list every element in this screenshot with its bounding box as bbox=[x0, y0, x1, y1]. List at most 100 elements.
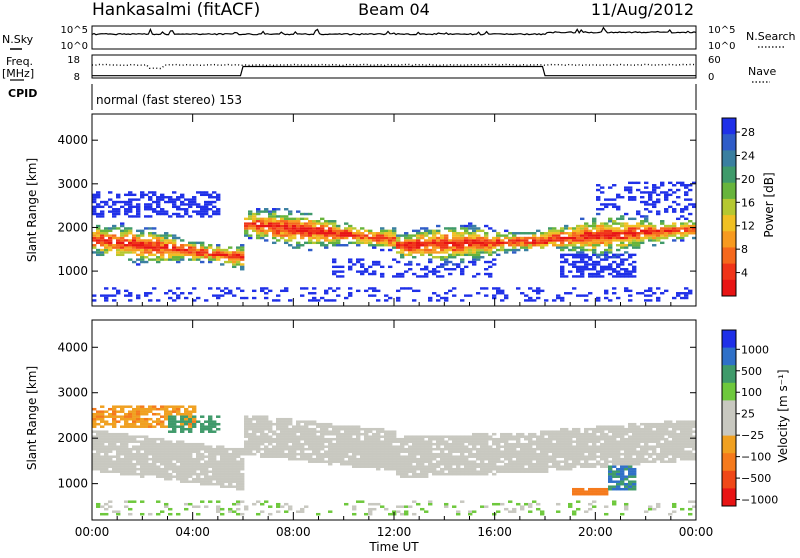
velocity-cell bbox=[416, 447, 421, 451]
power-cell bbox=[316, 232, 321, 235]
velocity-cell bbox=[420, 475, 425, 478]
power-cell bbox=[604, 232, 609, 235]
velocity-cell bbox=[120, 435, 125, 438]
velocity-cell bbox=[164, 467, 169, 471]
velocity-cell bbox=[100, 415, 105, 418]
velocity-cell bbox=[332, 442, 337, 446]
power-cell bbox=[112, 234, 117, 237]
velocity-cell bbox=[452, 450, 457, 453]
y-tick-label: 4000 bbox=[57, 340, 88, 354]
velocity-cell bbox=[472, 470, 477, 473]
colorbar-swatch bbox=[722, 470, 736, 489]
power-cell bbox=[356, 260, 361, 264]
velocity-cell bbox=[148, 472, 153, 476]
power-cell bbox=[372, 270, 377, 273]
velocity-cell bbox=[196, 455, 201, 458]
power-cell bbox=[604, 229, 609, 233]
velocity-cell bbox=[160, 450, 165, 453]
velocity-cell bbox=[660, 447, 665, 451]
power-cell bbox=[148, 205, 153, 209]
power-cell bbox=[148, 299, 153, 302]
velocity-cell bbox=[360, 455, 365, 458]
velocity-cell bbox=[188, 460, 193, 463]
velocity-cell bbox=[524, 452, 529, 456]
velocity-cell bbox=[240, 472, 245, 476]
velocity-cell bbox=[336, 455, 341, 458]
velocity-cell bbox=[672, 452, 677, 456]
velocity-cell bbox=[188, 430, 193, 433]
velocity-cell bbox=[324, 452, 329, 456]
velocity-cell bbox=[360, 442, 365, 446]
power-cell bbox=[116, 253, 121, 257]
velocity-cell bbox=[492, 442, 497, 446]
velocity-cell bbox=[680, 427, 685, 431]
velocity-cell bbox=[628, 475, 633, 478]
velocity-cell bbox=[132, 425, 137, 428]
power-cell bbox=[424, 248, 429, 252]
velocity-cell bbox=[684, 457, 689, 461]
power-cell bbox=[348, 258, 353, 261]
velocity-cell bbox=[544, 455, 549, 458]
velocity-cell bbox=[596, 425, 601, 428]
velocity-cell bbox=[296, 440, 301, 443]
power-cell bbox=[592, 251, 597, 254]
velocity-cell bbox=[400, 462, 405, 466]
power-cell bbox=[632, 246, 637, 249]
power-cell bbox=[196, 210, 201, 213]
power-cell bbox=[292, 224, 297, 228]
velocity-cell bbox=[296, 445, 301, 448]
power-cell bbox=[204, 253, 209, 257]
velocity-cell bbox=[656, 422, 661, 426]
velocity-cell bbox=[348, 435, 353, 438]
velocity-cell bbox=[288, 452, 293, 456]
velocity-cell bbox=[316, 460, 321, 463]
velocity-cell bbox=[232, 472, 237, 476]
velocity-cell bbox=[348, 432, 353, 436]
power-cell bbox=[592, 236, 597, 240]
power-cell bbox=[444, 227, 449, 230]
power-cell bbox=[404, 239, 409, 242]
power-cell bbox=[592, 248, 597, 252]
velocity-cell bbox=[512, 510, 517, 513]
power-cell bbox=[140, 246, 145, 249]
power-cell bbox=[592, 222, 597, 225]
power-cell bbox=[572, 263, 577, 266]
power-cell bbox=[100, 212, 105, 216]
power-cell bbox=[540, 239, 545, 242]
velocity-cell bbox=[620, 432, 625, 436]
power-cell bbox=[480, 244, 485, 247]
velocity-cell bbox=[644, 435, 649, 438]
velocity-cell bbox=[424, 475, 429, 478]
velocity-cell bbox=[188, 412, 193, 416]
colorbar-swatch bbox=[722, 150, 736, 168]
velocity-cell bbox=[648, 455, 653, 458]
power-cell bbox=[384, 241, 389, 245]
velocity-cell bbox=[604, 442, 609, 446]
velocity-cell bbox=[208, 480, 213, 483]
power-cell bbox=[252, 289, 257, 293]
velocity-cell bbox=[576, 432, 581, 436]
power-cell bbox=[420, 248, 425, 252]
power-cell bbox=[512, 236, 517, 240]
power-cell bbox=[400, 244, 405, 247]
velocity-cell bbox=[652, 425, 657, 428]
power-cell bbox=[624, 212, 629, 216]
power-cell bbox=[320, 234, 325, 237]
velocity-cell bbox=[344, 460, 349, 463]
velocity-cell bbox=[596, 437, 601, 441]
power-cell bbox=[452, 229, 457, 233]
velocity-cell bbox=[636, 437, 641, 441]
velocity-cell bbox=[124, 470, 129, 473]
velocity-cell bbox=[424, 452, 429, 456]
power-cell bbox=[568, 292, 573, 295]
velocity-cell bbox=[188, 457, 193, 461]
power-cell bbox=[428, 299, 433, 302]
power-cell bbox=[372, 246, 377, 249]
velocity-cell bbox=[388, 447, 393, 451]
velocity-cell bbox=[320, 435, 325, 438]
power-cell bbox=[616, 263, 621, 266]
power-cell bbox=[176, 294, 181, 297]
power-cell bbox=[492, 241, 497, 245]
power-cell bbox=[484, 239, 489, 242]
velocity-cell bbox=[520, 447, 525, 451]
